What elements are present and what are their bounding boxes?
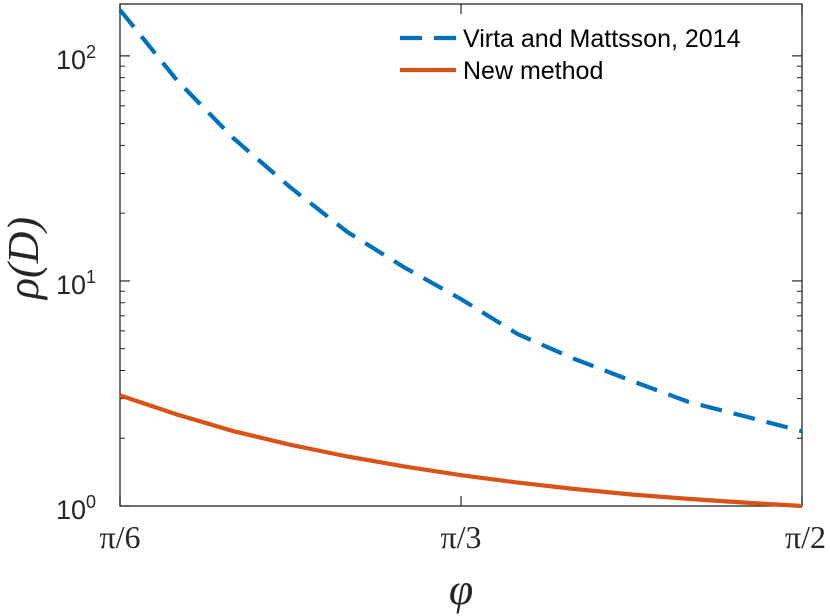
y-tick-label: 101 <box>56 267 96 300</box>
legend-label-2: New method <box>463 57 603 85</box>
y-tick-label: 100 <box>56 492 96 525</box>
y-tick-label: 102 <box>56 42 96 75</box>
x-tick-label: π/3 <box>440 519 481 555</box>
legend-label-1: Virta and Mattsson, 2014 <box>463 25 741 53</box>
series-line-1 <box>118 8 803 434</box>
series-line-2 <box>119 393 803 509</box>
series-layer <box>118 8 803 509</box>
x-axis-label: φ <box>449 565 473 614</box>
x-tick-label: π/6 <box>99 519 140 555</box>
x-tick-labels: π/6 π/3 π/2 <box>99 519 826 555</box>
plot-area <box>119 3 803 507</box>
x-tick-label: π/2 <box>785 519 826 555</box>
legend: Virta and Mattsson, 2014 New method <box>400 25 741 85</box>
y-axis-label: ρ(D) <box>0 217 48 301</box>
y-tick-labels: 100 101 102 <box>56 42 96 525</box>
axis-ticks <box>119 4 803 507</box>
